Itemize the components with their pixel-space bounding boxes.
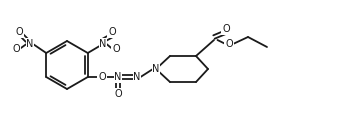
Text: N: N [26, 39, 34, 49]
Text: O: O [114, 89, 122, 99]
Text: O: O [98, 72, 106, 82]
Text: O: O [112, 44, 120, 54]
Text: N: N [114, 72, 122, 82]
Text: N: N [99, 39, 107, 49]
Text: N: N [133, 72, 141, 82]
Text: O: O [15, 27, 23, 37]
Text: O: O [108, 27, 116, 37]
Text: O: O [12, 44, 20, 54]
Text: N: N [152, 64, 160, 74]
Text: O: O [225, 39, 233, 49]
Text: O: O [222, 24, 230, 34]
